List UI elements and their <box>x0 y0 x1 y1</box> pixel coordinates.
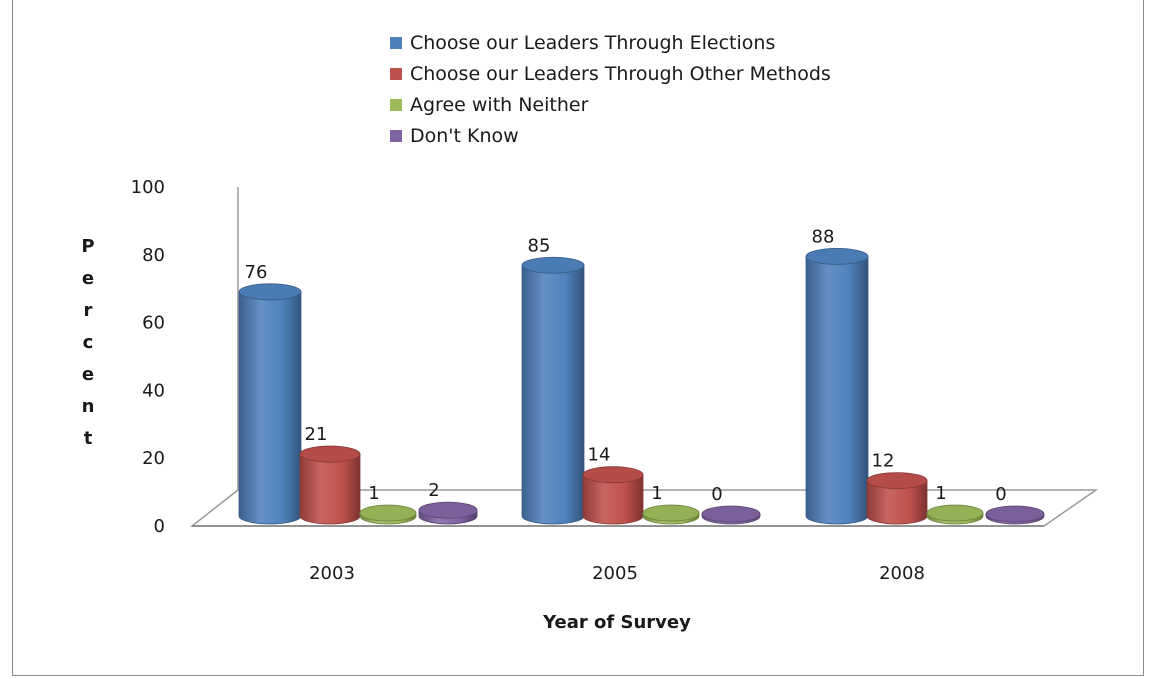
data-label: 1 <box>368 483 379 504</box>
bar-top <box>805 247 869 265</box>
y-axis-title-letter: c <box>83 332 94 353</box>
legend: Choose our Leaders Through Elections Choo… <box>390 32 831 147</box>
bar-body <box>299 453 361 525</box>
bar-top <box>701 505 761 523</box>
bar-top <box>299 445 361 463</box>
bar <box>418 501 478 525</box>
data-label: 1 <box>935 483 946 504</box>
legend-swatch <box>390 99 402 111</box>
bar-top <box>866 472 928 490</box>
bar-body <box>866 480 928 525</box>
y-tick-label: 0 <box>154 516 165 537</box>
bar-top <box>642 504 700 522</box>
bar-body <box>238 291 302 525</box>
legend-swatch <box>390 130 402 142</box>
bar <box>701 505 761 525</box>
chart-frame <box>12 0 1144 676</box>
y-tick-label: 20 <box>142 448 165 469</box>
bar-top <box>926 504 984 522</box>
bar-body <box>582 474 644 525</box>
x-axis-title: Year of Survey <box>542 612 691 633</box>
x-tick-label: 2005 <box>592 563 638 584</box>
data-label: 14 <box>588 445 611 466</box>
x-axis: 2003 2005 2008 <box>309 563 925 584</box>
bar <box>985 505 1045 525</box>
legend-label: Choose our Leaders Through Other Methods <box>410 63 831 85</box>
bar-top <box>985 505 1045 523</box>
bar <box>866 472 928 525</box>
bar-top <box>521 256 585 274</box>
bar <box>521 256 585 525</box>
bar <box>582 466 644 525</box>
legend-label: Agree with Neither <box>410 94 589 116</box>
bar-top <box>418 501 478 519</box>
data-label: 88 <box>812 226 835 247</box>
legend-swatch <box>390 37 402 49</box>
bar-top <box>238 283 302 301</box>
y-tick-label: 80 <box>142 245 165 266</box>
y-tick-label: 100 <box>131 177 165 198</box>
y-axis-title-letter: n <box>82 396 95 417</box>
data-label: 1 <box>651 483 662 504</box>
data-label: 0 <box>995 484 1006 505</box>
y-tick-label: 60 <box>142 313 165 334</box>
legend-label: Choose our Leaders Through Elections <box>410 32 775 54</box>
bar-body <box>521 264 585 525</box>
bars <box>238 247 1045 525</box>
bar <box>238 283 302 525</box>
y-axis-title-letter: r <box>84 300 93 321</box>
y-axis-title-letter: e <box>82 364 94 385</box>
x-tick-label: 2003 <box>309 563 355 584</box>
bar <box>805 247 869 525</box>
legend-swatch <box>390 68 402 80</box>
legend-label: Don't Know <box>410 125 519 147</box>
data-label: 21 <box>305 424 328 445</box>
y-axis-title-letter: P <box>81 236 94 257</box>
y-tick-label: 40 <box>142 380 165 401</box>
data-label: 12 <box>872 451 895 472</box>
x-tick-label: 2008 <box>879 563 925 584</box>
bar-top <box>582 466 644 484</box>
bar-body <box>805 255 869 525</box>
data-label: 85 <box>528 235 551 256</box>
bar <box>926 504 984 525</box>
bar <box>299 445 361 525</box>
y-axis-title-letter: e <box>82 268 94 289</box>
data-label: 2 <box>428 480 439 501</box>
bar <box>359 504 417 525</box>
data-label: 0 <box>711 484 722 505</box>
y-axis: 0 20 40 60 80 100 <box>131 177 165 537</box>
bar <box>642 504 700 525</box>
data-label: 76 <box>245 262 268 283</box>
bar-top <box>359 504 417 522</box>
y-axis-title-letter: t <box>84 428 93 449</box>
